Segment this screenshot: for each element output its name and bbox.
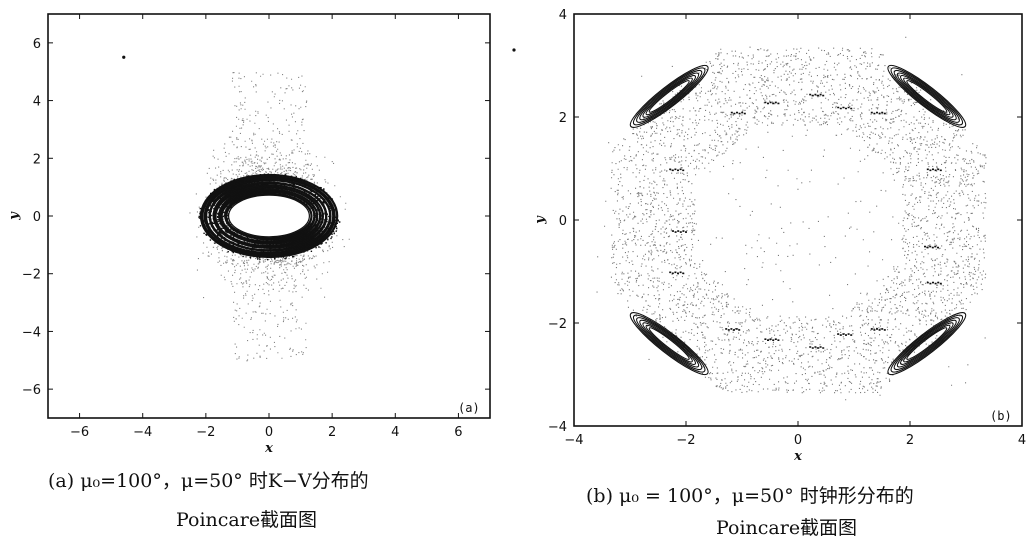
lobe-orbit	[896, 72, 957, 121]
panel-a-label: (a)	[458, 401, 480, 415]
lobe-orbit	[648, 327, 690, 360]
panel-b-caption-line2: Poincare截面图	[716, 517, 858, 539]
y-tick-label: 2	[559, 111, 567, 126]
y-tick-label: 0	[559, 214, 567, 229]
lobe-orbit	[887, 312, 967, 376]
panel-b-lobes	[629, 64, 967, 376]
lobe-orbit	[639, 319, 700, 368]
x-tick-label: 2	[328, 425, 336, 440]
lobe-orbit	[645, 77, 693, 116]
lobe-orbit	[632, 314, 706, 373]
lobe-orbit	[903, 77, 951, 116]
stray-dot	[512, 48, 516, 52]
lobe-orbit	[896, 319, 957, 368]
panel-a: −6 −4 −2 0 2 4 6 −6 −4 −2 0 2 4 6 x y (a)	[7, 13, 491, 456]
x-tick-label: −4	[133, 425, 152, 440]
lobe-orbit	[636, 317, 703, 371]
lobe-orbit	[887, 64, 967, 128]
y-tick-label: −4	[548, 420, 567, 435]
lobe-orbit	[648, 80, 690, 113]
ring-orbit	[199, 173, 339, 259]
ring-orbit	[203, 176, 335, 256]
x-tick-label: 6	[454, 425, 462, 440]
panel-a-x-axis-label: x	[264, 441, 273, 456]
y-tick-label: −2	[548, 317, 567, 332]
lobe-orbit	[906, 80, 948, 113]
y-tick-label: 0	[33, 210, 41, 225]
panel-a-caption-line1: (a) μ₀=100°，μ=50° 时K−V分布的	[48, 470, 369, 492]
panel-a-isolated-point	[122, 55, 126, 59]
lobe-orbit	[899, 322, 954, 365]
lobe-orbit	[903, 324, 951, 363]
panel-b-x-axis-label: x	[793, 449, 802, 464]
panel-a-caption-line2: Poincare截面图	[176, 509, 318, 531]
panel-b-y-axis-label: y	[533, 215, 548, 225]
panel-a-y-axis-label: y	[7, 211, 22, 221]
x-tick-label: −6	[70, 425, 89, 440]
lobe-orbit	[906, 327, 948, 360]
x-tick-label: 2	[906, 433, 914, 448]
panel-a-dense-ring	[198, 173, 341, 261]
lobe-orbit	[893, 317, 960, 371]
x-tick-label: 0	[794, 433, 802, 448]
panel-b-y-ticks: −4 −2 0 2 4	[548, 8, 1022, 435]
y-tick-label: 4	[559, 8, 567, 23]
panel-b-points	[596, 36, 987, 401]
lobe-orbit	[899, 75, 954, 118]
lobe-orbit	[893, 69, 960, 123]
lobe-orbit	[890, 314, 964, 373]
panel-a-y-ticks: −6 −4 −2 0 2 4 6	[22, 37, 490, 398]
lobe-orbit	[629, 312, 709, 376]
panel-a-points	[122, 55, 350, 362]
x-tick-label: −4	[564, 433, 583, 448]
y-tick-label: 6	[33, 37, 41, 52]
panel-b-x-ticks: −4 −2 0 2 4	[564, 14, 1026, 448]
lobe-orbit	[629, 64, 709, 128]
x-tick-label: −2	[196, 425, 215, 440]
lobe-orbit	[890, 67, 964, 126]
panel-b-label: (b)	[990, 409, 1012, 423]
ring-orbit	[204, 178, 332, 255]
x-tick-label: 4	[1018, 433, 1026, 448]
lobe-orbit	[642, 75, 697, 118]
lobe-orbit	[636, 69, 703, 123]
lobe-orbit	[642, 322, 697, 365]
y-tick-label: −6	[22, 383, 41, 398]
lobe-orbit	[639, 72, 700, 121]
x-tick-label: 0	[265, 425, 273, 440]
lobe-orbit	[632, 67, 706, 126]
panel-b-dark-streaks	[669, 93, 942, 349]
y-tick-label: 2	[33, 152, 41, 167]
x-tick-label: 4	[391, 425, 399, 440]
ring-inner-hole	[228, 194, 311, 238]
x-tick-label: −2	[676, 433, 695, 448]
lobe-orbit	[645, 324, 693, 363]
y-tick-label: −4	[22, 325, 41, 340]
panel-b: −4 −2 0 2 4 −4 −2 0 2 4 x y (b)	[533, 8, 1026, 464]
panel-b-caption-line1: (b) μ₀ = 100°，μ=50° 时钟形分布的	[586, 485, 914, 507]
panel-a-x-ticks: −6 −4 −2 0 2 4 6	[70, 14, 463, 440]
y-tick-label: −2	[22, 268, 41, 283]
y-tick-label: 4	[33, 95, 41, 110]
